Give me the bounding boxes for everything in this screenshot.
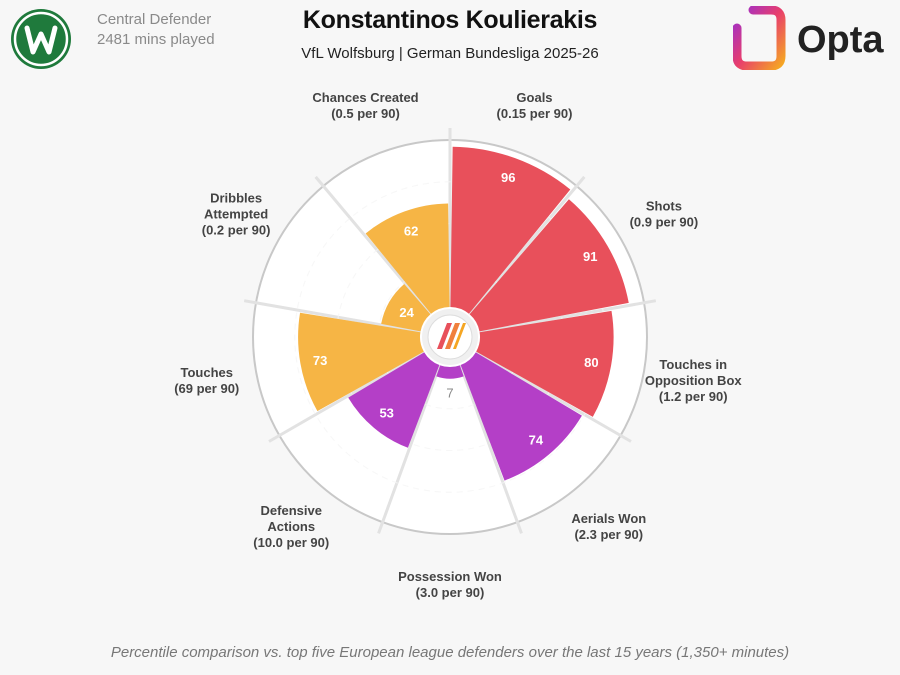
value-labels: 96 91 80 74 7 53 73 24 62 xyxy=(313,170,599,447)
opta-wordmark: Opta xyxy=(797,19,884,61)
value-label: 53 xyxy=(379,405,393,420)
value-label: 62 xyxy=(404,223,418,238)
value-label: 74 xyxy=(529,432,544,447)
segment-bar xyxy=(460,352,582,481)
opta-mark-icon xyxy=(422,309,478,365)
axis-label: Chances Created (0.5 per 90) xyxy=(312,90,418,121)
minutes-played: 2481 mins played xyxy=(97,31,215,48)
wolfsburg-crest-icon xyxy=(11,9,71,69)
grid-spoke xyxy=(468,175,586,315)
value-label: 80 xyxy=(584,355,598,370)
page-title: Konstantinos Koulierakis xyxy=(302,6,598,34)
value-label: 24 xyxy=(399,305,414,320)
grid-spoke xyxy=(377,364,442,534)
segment-bar xyxy=(298,312,424,412)
segment-bar xyxy=(348,352,440,448)
grid-spoke xyxy=(268,350,425,443)
player-meta: Central Defender 2481 mins played xyxy=(97,10,215,50)
value-label: 7 xyxy=(446,386,453,401)
grid-spoke xyxy=(479,299,657,334)
grid-spoke xyxy=(458,364,523,534)
segment-bar xyxy=(381,283,431,332)
axis-label: Defensive Actions (10.0 per 90) xyxy=(253,503,329,550)
axis-label: Touches in Opposition Box (1.2 per 90) xyxy=(645,357,743,404)
axis-label: Dribbles Attempted (0.2 per 90) xyxy=(202,191,271,238)
axis-label: Possession Won (3.0 per 90) xyxy=(398,569,502,600)
segment-bar xyxy=(469,199,629,332)
grid-spoke xyxy=(243,299,421,334)
axis-label: Goals (0.15 per 90) xyxy=(497,90,573,121)
segment-bar xyxy=(476,310,614,417)
segment-bar xyxy=(450,146,571,314)
axis-label: Shots (0.9 per 90) xyxy=(630,199,699,230)
value-label: 91 xyxy=(583,249,597,264)
segment-bar xyxy=(365,203,450,314)
page-subtitle: VfL Wolfsburg | German Bundesliga 2025-2… xyxy=(301,45,599,62)
axis-label: Touches (69 per 90) xyxy=(174,365,239,396)
chart-header: Konstantinos Koulierakis VfL Wolfsburg |… xyxy=(0,6,900,62)
grid-spoke xyxy=(314,175,432,315)
player-position: Central Defender xyxy=(97,11,212,28)
grid-spoke xyxy=(475,350,632,443)
value-label: 73 xyxy=(313,353,327,368)
axis-labels: Goals (0.15 per 90) Shots (0.9 per 90) Touch… xyxy=(174,90,742,600)
segment-bar xyxy=(436,365,464,379)
value-label: 96 xyxy=(501,170,515,185)
opta-ring-icon xyxy=(733,6,786,70)
footnote: Percentile comparison vs. top five Europ… xyxy=(110,644,790,661)
opta-logo: Opta xyxy=(733,6,884,70)
chart-segments xyxy=(298,146,629,481)
radar-chart: 96 91 80 74 7 53 73 24 62 Goals (0.15 per 90) Shot… xyxy=(174,90,742,600)
axis-label: Aerials Won (2.3 per 90) xyxy=(571,511,646,542)
